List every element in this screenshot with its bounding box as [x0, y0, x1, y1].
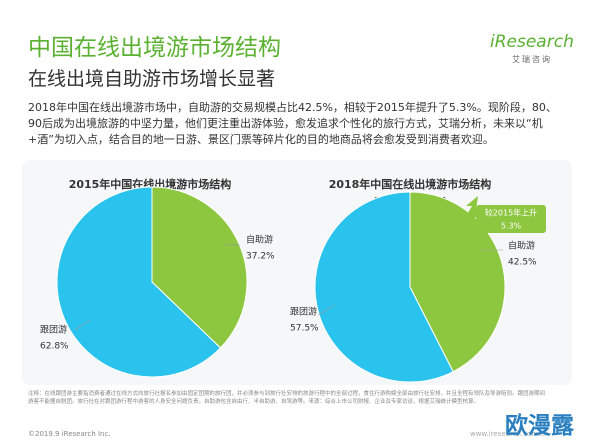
pie-slice	[314, 191, 454, 383]
slice-value: 62.8%	[40, 342, 69, 352]
body-text: 2018年中国在线出境游市场中，自助游的交易规模占比42.5%，相较于2015年…	[28, 101, 557, 146]
watermark: 欧漫露	[505, 413, 574, 439]
logo: iResearch	[490, 32, 574, 52]
slice-label: 跟团游	[290, 306, 317, 318]
annotation-text: 较2015年上升	[485, 208, 537, 218]
pie-slice	[409, 191, 506, 373]
slice-value: 37.2%	[246, 252, 275, 262]
footer-url: www.iresearch.com.cn	[470, 430, 549, 438]
logo-subtitle: 艾瑞咨询	[512, 55, 552, 64]
slice-label: 自助游	[508, 240, 535, 252]
slice-value: 42.5%	[508, 258, 537, 268]
pie-slice	[56, 186, 222, 378]
arrow-icon	[460, 196, 481, 232]
chart-title: 2018年中国在线出境游市场结构	[329, 177, 492, 191]
notes: 注释：在线跟团游主要指消费者通过在线方式向旅行社报名参加由固定团期的旅行团，并必…	[28, 391, 546, 405]
leader-line	[74, 319, 91, 331]
annotation-value: 5.3%	[501, 222, 522, 231]
subtitle: 在线出境自助游市场增长显著	[28, 68, 276, 90]
slice-label: 自助游	[246, 234, 273, 246]
leader-line	[317, 304, 336, 316]
title: 中国在线出境游市场结构	[28, 35, 281, 61]
slice-label: 跟团游	[40, 324, 67, 336]
slice-value: 57.5%	[290, 324, 319, 334]
footer: ©2019.9 iResearch Inc.	[28, 430, 111, 438]
chart-title: 2015年中国在线出境游市场结构	[69, 177, 232, 191]
annotation-box	[476, 205, 546, 233]
